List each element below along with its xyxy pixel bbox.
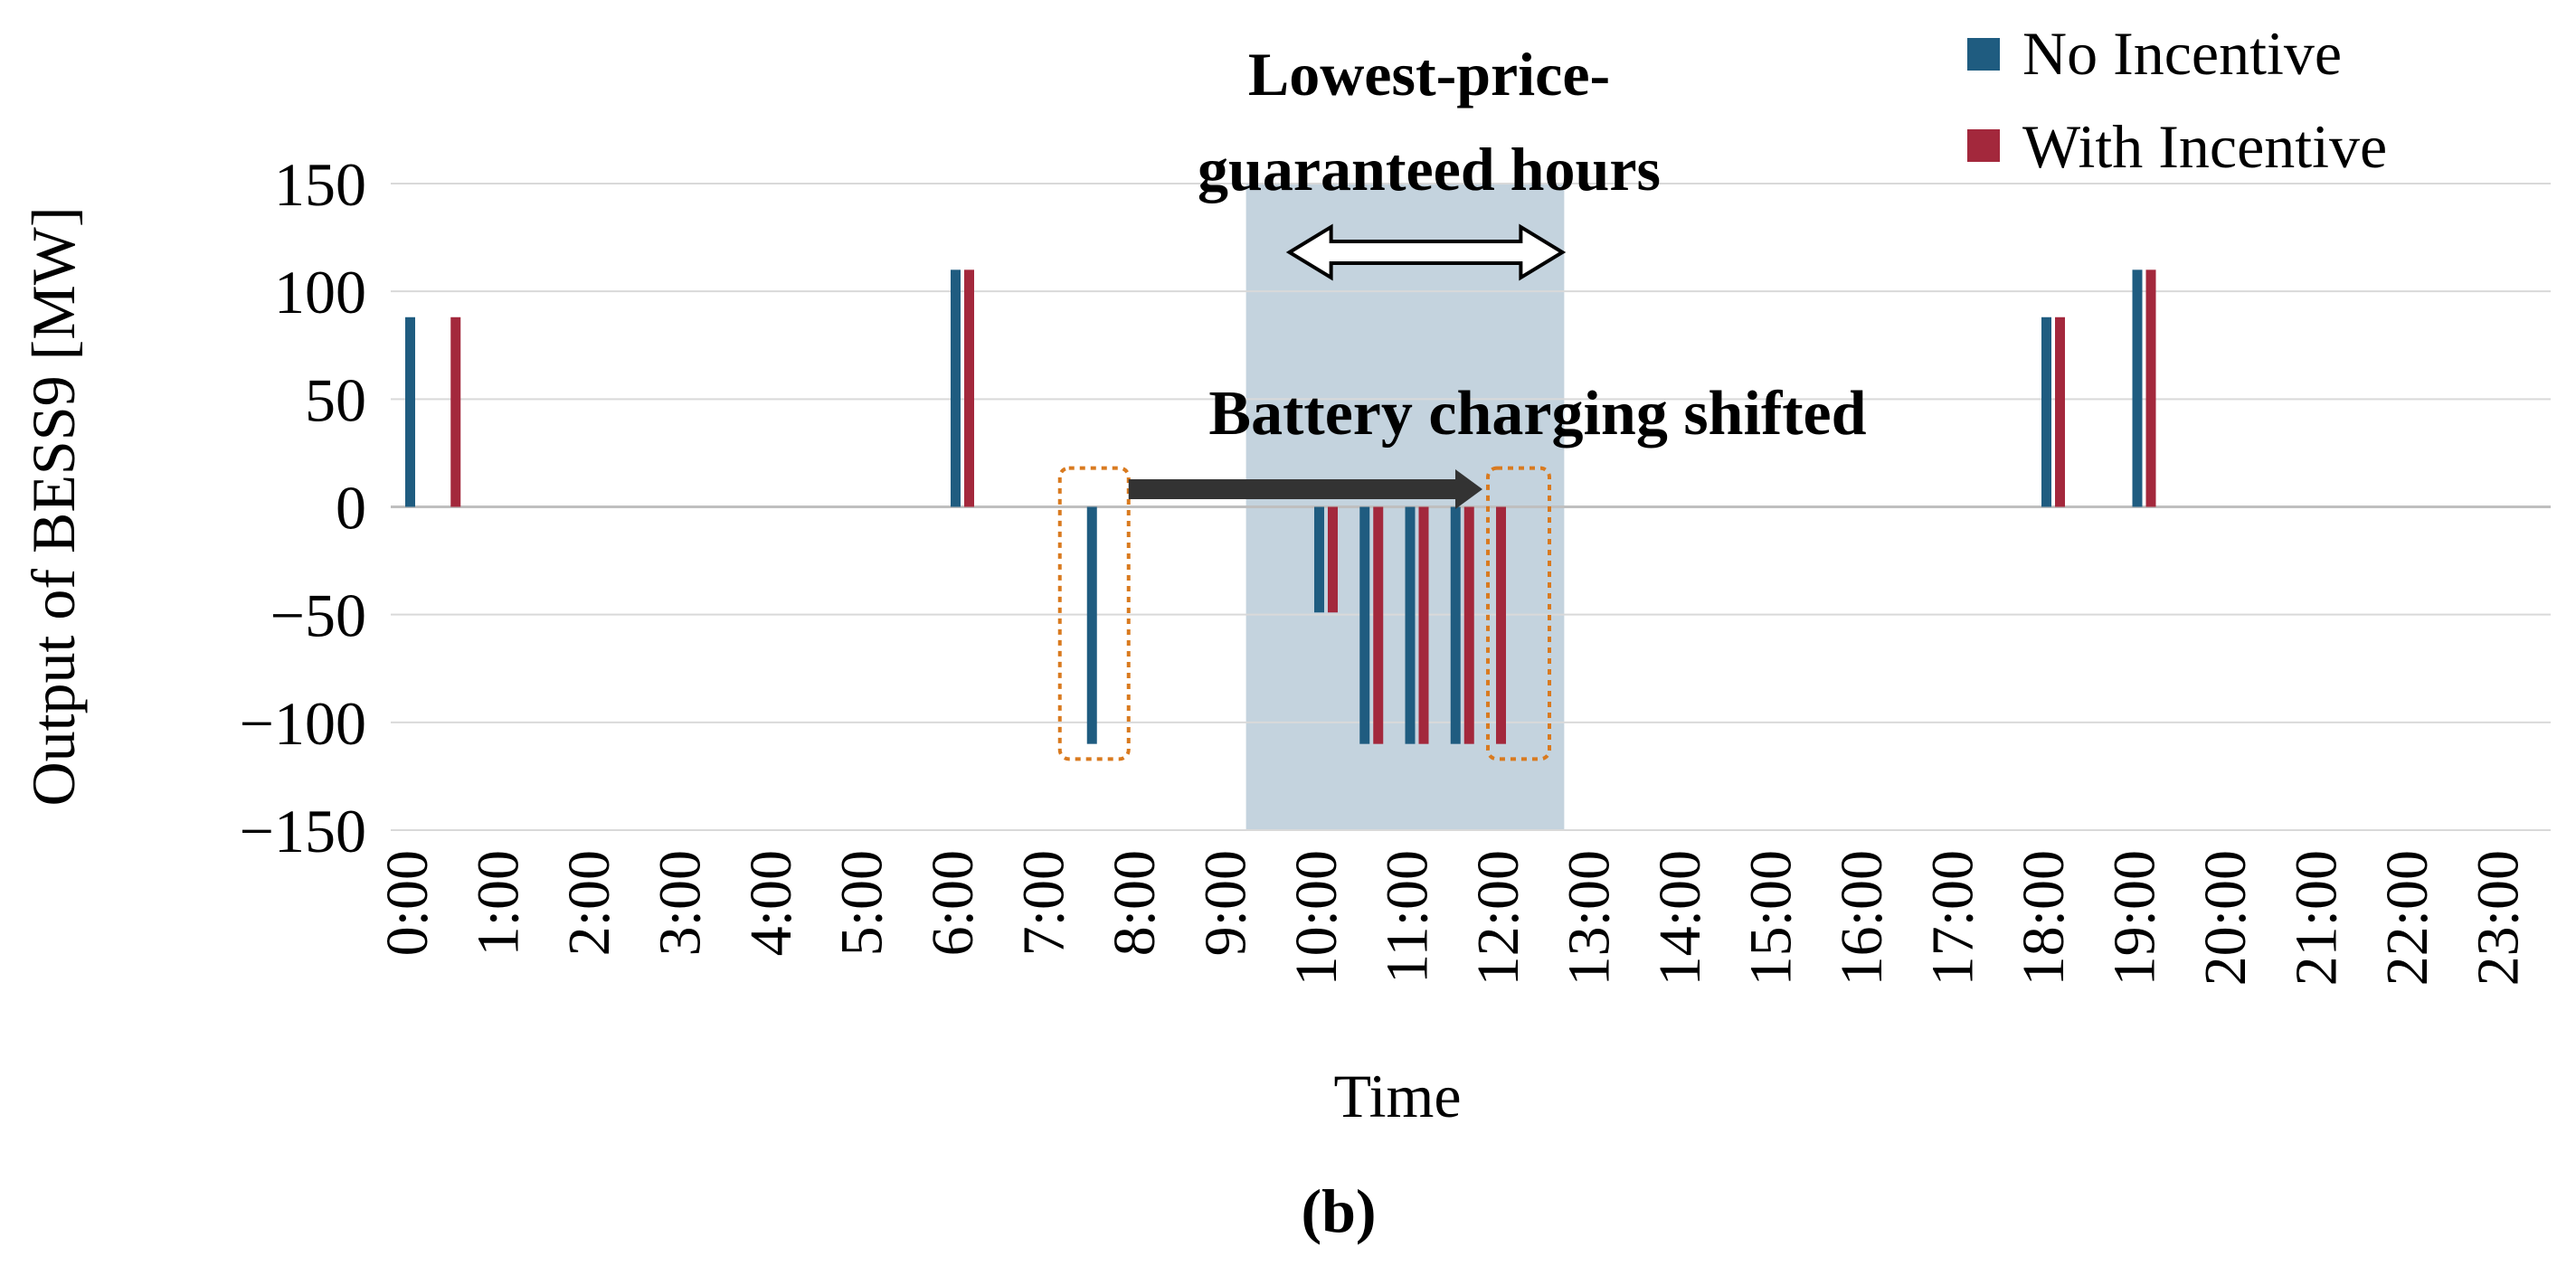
bar-with-incentive bbox=[1496, 506, 1506, 744]
highlight-label-line1: Lowest-price- bbox=[1248, 40, 1610, 109]
x-tick-label: 23:00 bbox=[2466, 850, 2532, 986]
y-tick-label: −150 bbox=[240, 797, 366, 865]
x-tick-label: 2:00 bbox=[556, 850, 622, 956]
legend-label-with-incentive: With Incentive bbox=[2022, 112, 2387, 181]
x-tick-label: 0:00 bbox=[374, 850, 440, 956]
x-tick-label: 11:00 bbox=[1375, 850, 1441, 984]
y-tick-label: −50 bbox=[270, 581, 366, 650]
bar-no-incentive bbox=[1450, 506, 1461, 744]
legend-label-no-incentive: No Incentive bbox=[2022, 19, 2342, 88]
annotation-layer bbox=[1057, 223, 1567, 761]
legend-swatch-with-incentive bbox=[1967, 129, 2000, 162]
x-tick-label: 1:00 bbox=[466, 850, 532, 956]
y-tick-label: 50 bbox=[305, 365, 366, 434]
x-axis-title: Time bbox=[1333, 1062, 1461, 1130]
bar-with-incentive bbox=[1463, 506, 1474, 744]
y-tick-label: 0 bbox=[336, 474, 366, 543]
shift-arrow-head-icon bbox=[1455, 469, 1482, 509]
bar-with-incentive bbox=[2055, 316, 2065, 507]
bar-no-incentive bbox=[405, 316, 415, 507]
x-tick-label: 16:00 bbox=[1829, 850, 1895, 986]
y-tick-label: 150 bbox=[274, 150, 366, 219]
bar-with-incentive bbox=[1328, 506, 1338, 613]
x-tick-label: 6:00 bbox=[920, 850, 986, 956]
x-tick-label: 10:00 bbox=[1283, 850, 1350, 986]
bar-no-incentive bbox=[1086, 506, 1097, 744]
x-tick-label: 9:00 bbox=[1193, 850, 1259, 956]
x-tick-label: 20:00 bbox=[2192, 850, 2259, 986]
annotation-label: Battery charging shifted bbox=[1208, 379, 1866, 449]
legend-swatch-no-incentive bbox=[1967, 38, 2000, 71]
bar-with-incentive bbox=[2145, 269, 2156, 507]
annotation-box-before bbox=[1057, 466, 1131, 761]
bar-no-incentive bbox=[1359, 506, 1370, 744]
x-tick-label: 18:00 bbox=[2011, 850, 2077, 986]
bar-no-incentive bbox=[951, 269, 961, 507]
figure-caption: (b) bbox=[1301, 1176, 1376, 1245]
x-tick-label: 14:00 bbox=[1647, 850, 1713, 986]
y-tick-label: −100 bbox=[240, 689, 366, 758]
bar-with-incentive bbox=[1418, 506, 1429, 744]
double-arrow-icon bbox=[1285, 223, 1567, 281]
x-tick-label: 15:00 bbox=[1738, 850, 1804, 986]
shift-arrow-shaft bbox=[1128, 479, 1457, 499]
bar-no-incentive bbox=[1314, 506, 1324, 613]
x-tick-label: 12:00 bbox=[1465, 850, 1531, 986]
x-tick-label: 21:00 bbox=[2284, 850, 2350, 986]
bar-no-incentive bbox=[2132, 269, 2143, 507]
annotation-box-after bbox=[1486, 466, 1551, 761]
y-axis-title: Output of BESS9 [MW] bbox=[19, 207, 88, 807]
x-tick-label: 22:00 bbox=[2374, 850, 2440, 986]
bars-layer bbox=[405, 269, 2156, 744]
x-tick-label: 19:00 bbox=[2102, 850, 2168, 986]
bar-with-incentive bbox=[964, 269, 974, 507]
x-tick-label: 8:00 bbox=[1102, 850, 1168, 956]
x-tick-label: 5:00 bbox=[829, 850, 895, 956]
bar-with-incentive bbox=[450, 316, 461, 507]
x-tick-label: 7:00 bbox=[1011, 850, 1077, 956]
bar-with-incentive bbox=[1373, 506, 1384, 744]
x-tick-label: 4:00 bbox=[738, 850, 804, 956]
x-tick-label: 3:00 bbox=[648, 850, 714, 956]
highlight-label-line2: guaranteed hours bbox=[1198, 135, 1661, 203]
bar-no-incentive bbox=[2041, 316, 2051, 507]
bar-no-incentive bbox=[1405, 506, 1416, 744]
x-tick-label: 17:00 bbox=[1920, 850, 1986, 986]
y-tick-label: 100 bbox=[274, 258, 366, 326]
x-tick-label: 13:00 bbox=[1557, 850, 1623, 986]
